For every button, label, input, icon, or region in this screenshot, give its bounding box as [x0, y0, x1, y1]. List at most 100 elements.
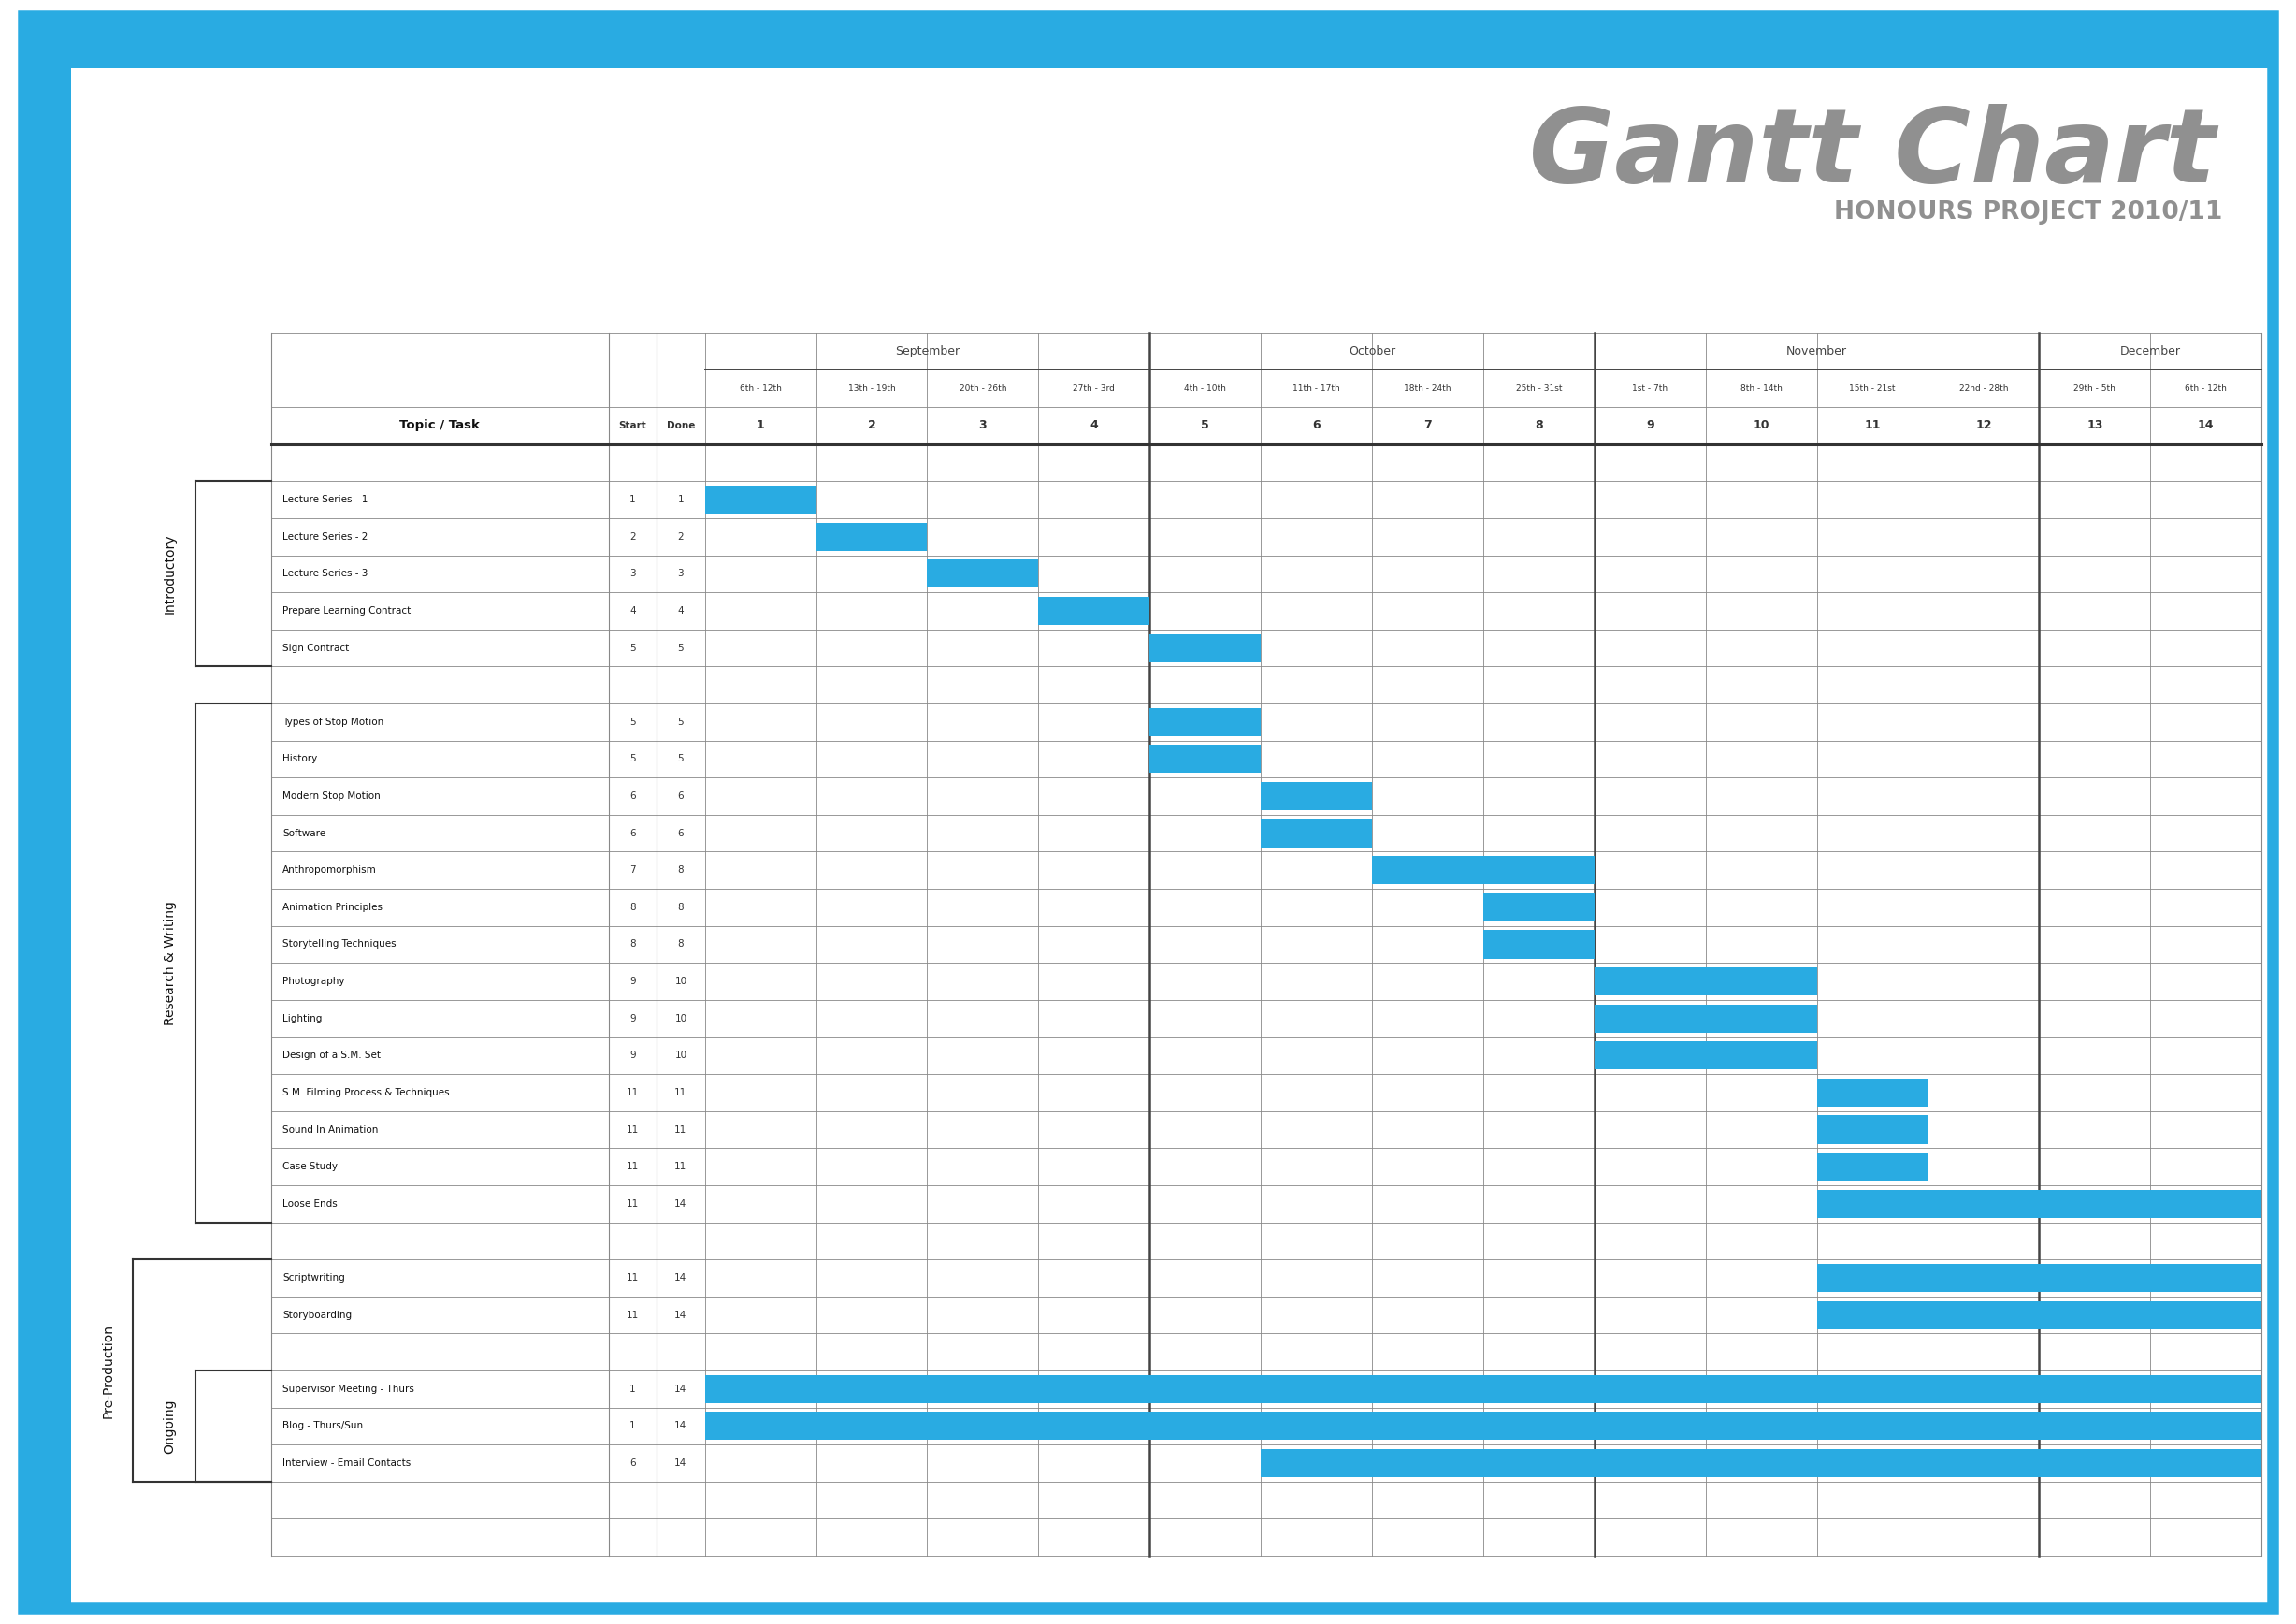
Text: 22nd - 28th: 22nd - 28th [1958, 385, 2009, 393]
Text: 2: 2 [677, 533, 684, 541]
Text: 11: 11 [675, 1163, 687, 1171]
Text: Lecture Series - 1: Lecture Series - 1 [282, 495, 367, 505]
Text: 3: 3 [677, 568, 684, 578]
Text: December: December [2119, 346, 2181, 357]
Text: 4: 4 [1091, 419, 1097, 432]
Text: Loose Ends: Loose Ends [282, 1199, 338, 1208]
Text: 11: 11 [627, 1163, 638, 1171]
Text: 11: 11 [627, 1088, 638, 1098]
Text: 11: 11 [627, 1199, 638, 1208]
Text: 14: 14 [675, 1421, 687, 1431]
Text: Types of Stop Motion: Types of Stop Motion [282, 718, 383, 726]
Text: 10: 10 [1754, 419, 1770, 432]
Text: Ongoing: Ongoing [163, 1398, 177, 1453]
Text: 1: 1 [629, 1421, 636, 1431]
Text: 11: 11 [675, 1125, 687, 1134]
Text: Sound In Animation: Sound In Animation [282, 1125, 379, 1134]
Text: 11: 11 [627, 1273, 638, 1283]
Text: 6: 6 [629, 828, 636, 838]
Text: Storytelling Techniques: Storytelling Techniques [282, 940, 397, 948]
Text: 5: 5 [629, 755, 636, 763]
Text: Interview - Email Contacts: Interview - Email Contacts [282, 1458, 411, 1468]
Text: 18th - 24th: 18th - 24th [1405, 385, 1451, 393]
Text: Introductory: Introductory [163, 534, 177, 614]
Text: 6: 6 [677, 828, 684, 838]
Text: Modern Stop Motion: Modern Stop Motion [282, 791, 381, 801]
Text: 4th - 10th: 4th - 10th [1185, 385, 1226, 393]
Text: Anthropomorphism: Anthropomorphism [282, 866, 377, 875]
Text: Storyboarding: Storyboarding [282, 1311, 351, 1320]
Text: 29th - 5th: 29th - 5th [2073, 385, 2115, 393]
Text: 6th - 12th: 6th - 12th [739, 385, 781, 393]
Text: 9: 9 [1646, 419, 1653, 432]
Text: 1st - 7th: 1st - 7th [1632, 385, 1667, 393]
Text: Lighting: Lighting [282, 1013, 321, 1023]
Text: 12: 12 [1975, 419, 1991, 432]
Text: Topic / Task: Topic / Task [400, 419, 480, 432]
Text: Research & Writing: Research & Writing [163, 901, 177, 1025]
Text: 6: 6 [677, 791, 684, 801]
Text: 8: 8 [1534, 419, 1543, 432]
Text: 6: 6 [1313, 419, 1320, 432]
Text: Blog - Thurs/Sun: Blog - Thurs/Sun [282, 1421, 363, 1431]
Text: Prepare Learning Contract: Prepare Learning Contract [282, 606, 411, 615]
Text: November: November [1786, 346, 1848, 357]
Text: September: September [895, 346, 960, 357]
Text: 9: 9 [629, 1051, 636, 1060]
Text: 6: 6 [629, 791, 636, 801]
Text: Case Study: Case Study [282, 1163, 338, 1171]
Text: 14: 14 [675, 1458, 687, 1468]
Text: 11: 11 [627, 1311, 638, 1320]
Text: 11: 11 [675, 1088, 687, 1098]
Text: 14: 14 [2197, 419, 2213, 432]
Text: 9: 9 [629, 1013, 636, 1023]
Text: 5: 5 [677, 755, 684, 763]
Text: 14: 14 [675, 1311, 687, 1320]
Text: 8: 8 [629, 903, 636, 913]
Text: Start: Start [618, 421, 647, 430]
Text: History: History [282, 755, 317, 763]
Text: 15th - 21st: 15th - 21st [1848, 385, 1896, 393]
Text: 4: 4 [677, 606, 684, 615]
Text: 11: 11 [627, 1125, 638, 1134]
Text: 5: 5 [677, 643, 684, 653]
Text: 27th - 3rd: 27th - 3rd [1072, 385, 1116, 393]
Text: 4: 4 [629, 606, 636, 615]
Text: 7: 7 [629, 866, 636, 875]
Text: S.M. Filming Process & Techniques: S.M. Filming Process & Techniques [282, 1088, 450, 1098]
Text: 1: 1 [677, 495, 684, 505]
Text: 14: 14 [675, 1273, 687, 1283]
Text: 25th - 31st: 25th - 31st [1515, 385, 1561, 393]
Text: Design of a S.M. Set: Design of a S.M. Set [282, 1051, 381, 1060]
Text: Lecture Series - 2: Lecture Series - 2 [282, 533, 367, 541]
Text: 8: 8 [677, 866, 684, 875]
Text: 5: 5 [629, 643, 636, 653]
Text: 3: 3 [978, 419, 987, 432]
Text: Photography: Photography [282, 976, 344, 986]
Text: 8th - 14th: 8th - 14th [1740, 385, 1782, 393]
Text: 10: 10 [675, 1051, 687, 1060]
Text: 8: 8 [677, 940, 684, 948]
Text: 1: 1 [755, 419, 765, 432]
Text: 6th - 12th: 6th - 12th [2186, 385, 2227, 393]
Text: October: October [1348, 346, 1396, 357]
Text: HONOURS PROJECT 2010/11: HONOURS PROJECT 2010/11 [1835, 200, 2223, 224]
Text: Scriptwriting: Scriptwriting [282, 1273, 344, 1283]
Text: Gantt Chart: Gantt Chart [1529, 104, 2216, 205]
Text: Supervisor Meeting - Thurs: Supervisor Meeting - Thurs [282, 1384, 413, 1393]
Text: 11: 11 [1864, 419, 1880, 432]
Text: 13: 13 [2087, 419, 2103, 432]
Text: 7: 7 [1424, 419, 1433, 432]
Text: 20th - 26th: 20th - 26th [960, 385, 1006, 393]
Text: 10: 10 [675, 976, 687, 986]
Text: 6: 6 [629, 1458, 636, 1468]
Text: 13th - 19th: 13th - 19th [847, 385, 895, 393]
Text: Software: Software [282, 828, 326, 838]
Text: 1: 1 [629, 1384, 636, 1393]
Text: Sign Contract: Sign Contract [282, 643, 349, 653]
Text: Animation Principles: Animation Principles [282, 903, 383, 913]
Text: 14: 14 [675, 1384, 687, 1393]
Text: 3: 3 [629, 568, 636, 578]
Text: Pre-Production: Pre-Production [101, 1324, 115, 1418]
Text: 8: 8 [677, 903, 684, 913]
